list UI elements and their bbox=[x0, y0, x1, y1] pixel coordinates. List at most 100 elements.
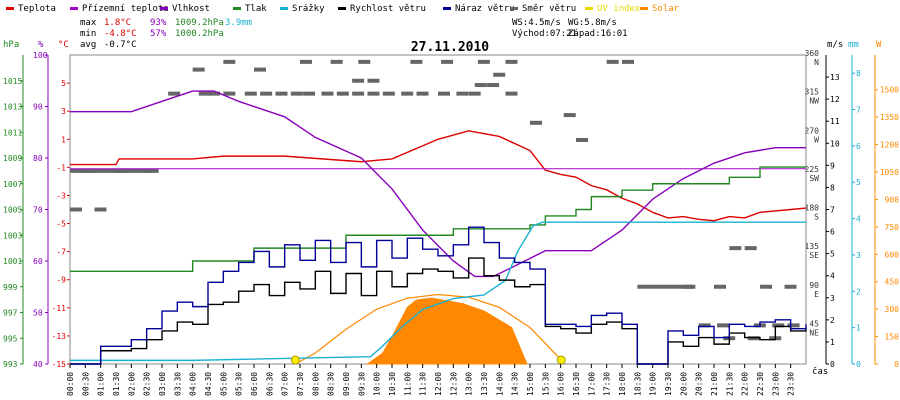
direction-degree-label: 90 bbox=[809, 281, 819, 290]
stat-min-press: 1000.2hPa bbox=[175, 29, 224, 39]
humidity-tick-label: 60 bbox=[33, 257, 43, 266]
x-tick-label: 05:30 bbox=[235, 372, 244, 396]
x-tick-label: 14:00 bbox=[495, 372, 504, 396]
solar-tick-label: 750 bbox=[885, 223, 900, 232]
temperature-tick-label: -9 bbox=[56, 276, 66, 285]
wind-direction-mark bbox=[456, 91, 469, 96]
humidity-tick-label: 40 bbox=[33, 360, 43, 369]
wind-direction-mark bbox=[168, 91, 181, 96]
x-tick-label: 01:00 bbox=[97, 372, 106, 396]
wind-direction-mark bbox=[336, 91, 349, 96]
wind-tick-label: 11 bbox=[830, 117, 840, 126]
pressure-tick-label: 1003 bbox=[3, 231, 22, 240]
rain-tick-label: 5 bbox=[856, 178, 861, 187]
direction-compass-label: E bbox=[814, 290, 819, 299]
chart-title: 27.11.2010 bbox=[411, 40, 489, 55]
x-tick-label: 02:00 bbox=[127, 372, 136, 396]
x-tick-label: 05:00 bbox=[219, 372, 228, 396]
wind-direction-mark bbox=[410, 59, 423, 64]
series-line-Srážky bbox=[70, 221, 806, 362]
solar-tick-label: 1500 bbox=[880, 86, 899, 95]
x-tick-label: 12:00 bbox=[434, 372, 443, 396]
legend-swatch bbox=[338, 7, 346, 10]
stat-max-temp: 1.8°C bbox=[104, 18, 131, 28]
x-tick-label: 02:30 bbox=[143, 372, 152, 396]
stat-max-hum: 93% bbox=[150, 18, 167, 28]
x-tick-label: 12:30 bbox=[449, 372, 458, 396]
wind-direction-mark bbox=[474, 83, 487, 88]
wind-direction-mark bbox=[729, 246, 742, 251]
wind-direction-mark bbox=[223, 59, 236, 64]
wind-direction-mark bbox=[468, 91, 481, 96]
pressure-tick-label: 1013 bbox=[3, 103, 22, 112]
direction-degree-label: 135 bbox=[805, 242, 820, 251]
wind-direction-mark bbox=[576, 137, 588, 142]
wind-direction-mark bbox=[784, 284, 797, 289]
wind-direction-mark bbox=[438, 91, 450, 96]
direction-degree-label: 225 bbox=[805, 165, 820, 174]
legend-label: Solar bbox=[652, 4, 680, 14]
legend-swatch bbox=[510, 7, 518, 10]
direction-degree-label: 270 bbox=[805, 126, 820, 135]
humidity-unit: % bbox=[38, 40, 44, 50]
temperature-tick-label: -7 bbox=[56, 248, 66, 257]
solar-tick-label: 900 bbox=[885, 195, 900, 204]
temperature-tick-label: 3 bbox=[61, 107, 66, 116]
x-tick-label: 17:00 bbox=[587, 372, 596, 396]
wind-direction-mark bbox=[352, 91, 365, 96]
temperature-tick-label: -13 bbox=[52, 332, 67, 341]
wind-direction-mark bbox=[744, 246, 757, 251]
direction-compass-label: W bbox=[814, 135, 819, 144]
wind-direction-mark bbox=[772, 323, 785, 328]
x-tick-label: 07:00 bbox=[281, 372, 290, 396]
wind-unit: m/s bbox=[827, 40, 843, 50]
wind-direction-mark bbox=[358, 59, 371, 64]
pressure-tick-label: 993 bbox=[3, 360, 18, 369]
solar-tick-label: 300 bbox=[885, 305, 900, 314]
temperature-tick-label: 1 bbox=[61, 135, 66, 144]
direction-degree-label: 360 bbox=[805, 49, 820, 58]
x-tick-label: 08:30 bbox=[327, 372, 336, 396]
solar-tick-label: 1050 bbox=[880, 168, 899, 177]
wind-direction-mark bbox=[505, 59, 518, 64]
wind-tick-label: 0 bbox=[830, 360, 835, 369]
wind-direction-mark bbox=[192, 67, 205, 72]
x-tick-label: 16:00 bbox=[557, 372, 566, 396]
wind-direction-mark bbox=[94, 207, 107, 212]
x-tick-label: 21:00 bbox=[710, 372, 719, 396]
x-tick-label: 09:30 bbox=[357, 372, 366, 396]
x-tick-label: 20:30 bbox=[695, 372, 704, 396]
legend-label: Náraz větru bbox=[455, 4, 515, 14]
x-tick-label: 20:00 bbox=[679, 372, 688, 396]
pressure-tick-label: 1007 bbox=[3, 180, 22, 189]
direction-compass-label: SE bbox=[809, 251, 819, 260]
wind-tick-label: 7 bbox=[830, 206, 835, 215]
legend-swatch bbox=[585, 7, 593, 10]
legend-swatch bbox=[443, 7, 451, 10]
rain-tick-label: 7 bbox=[856, 106, 861, 115]
temperature-tick-label: -1 bbox=[56, 163, 66, 172]
pressure-tick-label: 999 bbox=[3, 283, 18, 292]
x-tick-label: 09:00 bbox=[342, 372, 351, 396]
wind-direction-mark bbox=[70, 207, 82, 212]
x-tick-label: 04:30 bbox=[204, 372, 213, 396]
temperature-tick-label: -11 bbox=[52, 304, 67, 313]
stat-rain: 3.9mm bbox=[225, 18, 252, 28]
x-tick-label: 03:00 bbox=[158, 372, 167, 396]
wind-direction-mark bbox=[367, 91, 380, 96]
solar-tick-label: 0 bbox=[894, 360, 899, 369]
x-tick-label: 23:00 bbox=[771, 372, 780, 396]
x-tick-label: 23:30 bbox=[787, 372, 796, 396]
stat-sunset: Západ:16:01 bbox=[568, 29, 628, 39]
solar-unit: W bbox=[876, 40, 882, 50]
legend-label: Tlak bbox=[245, 4, 267, 14]
wind-tick-label: 12 bbox=[830, 95, 840, 104]
wind-direction-mark bbox=[416, 91, 429, 96]
wind-direction-mark bbox=[787, 323, 800, 328]
x-tick-label: 07:30 bbox=[296, 372, 305, 396]
x-tick-label: 14:30 bbox=[511, 372, 520, 396]
rain-tick-label: 1 bbox=[856, 324, 861, 333]
wind-direction-mark bbox=[698, 323, 711, 328]
x-tick-label: 15:00 bbox=[526, 372, 535, 396]
